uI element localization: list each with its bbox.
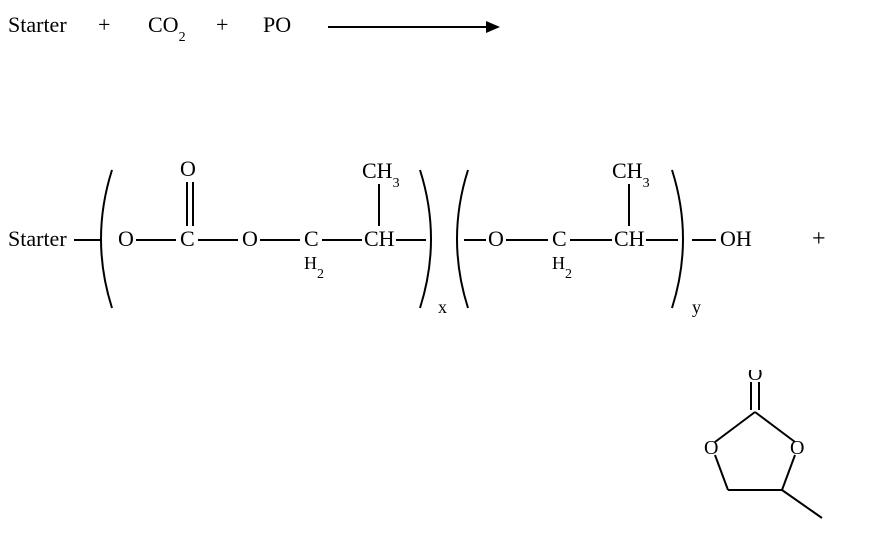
ch2-h-1: H2 [304,252,324,282]
ch3-2: CH3 [612,160,650,191]
ch-1: CH [364,228,395,250]
carbonyl-o: O [180,158,196,180]
cyclic-carbonate: O O O [660,370,870,540]
cyclic-carbonate-svg: O O O [660,370,870,540]
svg-text:O: O [748,370,762,385]
bond [570,239,612,241]
ch2-c-2: C [552,228,567,250]
co2-base: CO [148,12,179,37]
polymer-row: Starter O C O O C H2 CH CH3 x O C H2 CH [8,140,858,340]
reaction-arrow [328,26,498,28]
polymer-starter: Starter [8,228,67,250]
bond [198,239,238,241]
paren-open-1 [88,168,118,310]
bond [192,182,194,226]
subscript-y: y [692,296,701,318]
bond [260,239,300,241]
bond [692,239,716,241]
ch3-1: CH3 [362,160,400,191]
co2-label: CO2 [148,14,186,45]
bond [322,239,362,241]
co2-sub: 2 [179,30,186,45]
bond [186,182,188,226]
plus-trailing: + [812,228,826,250]
plus-2: + [216,14,228,36]
o3: O [488,228,504,250]
carbonyl-c: C [180,228,195,250]
o1: O [118,228,134,250]
ch2-c-1: C [304,228,319,250]
svg-text:O: O [790,437,804,459]
bond [136,239,176,241]
po-label: PO [263,14,291,36]
svg-text:O: O [704,437,718,459]
bond [506,239,548,241]
paren-close-1 [414,168,444,310]
ch-2: CH [614,228,645,250]
oh-terminal: OH [720,228,752,250]
ch2-h-2: H2 [552,252,572,282]
bond [464,239,486,241]
reactants-row: Starter + CO2 + PO [8,8,865,48]
starter-label: Starter [8,14,67,36]
plus-1: + [98,14,110,36]
o2: O [242,228,258,250]
